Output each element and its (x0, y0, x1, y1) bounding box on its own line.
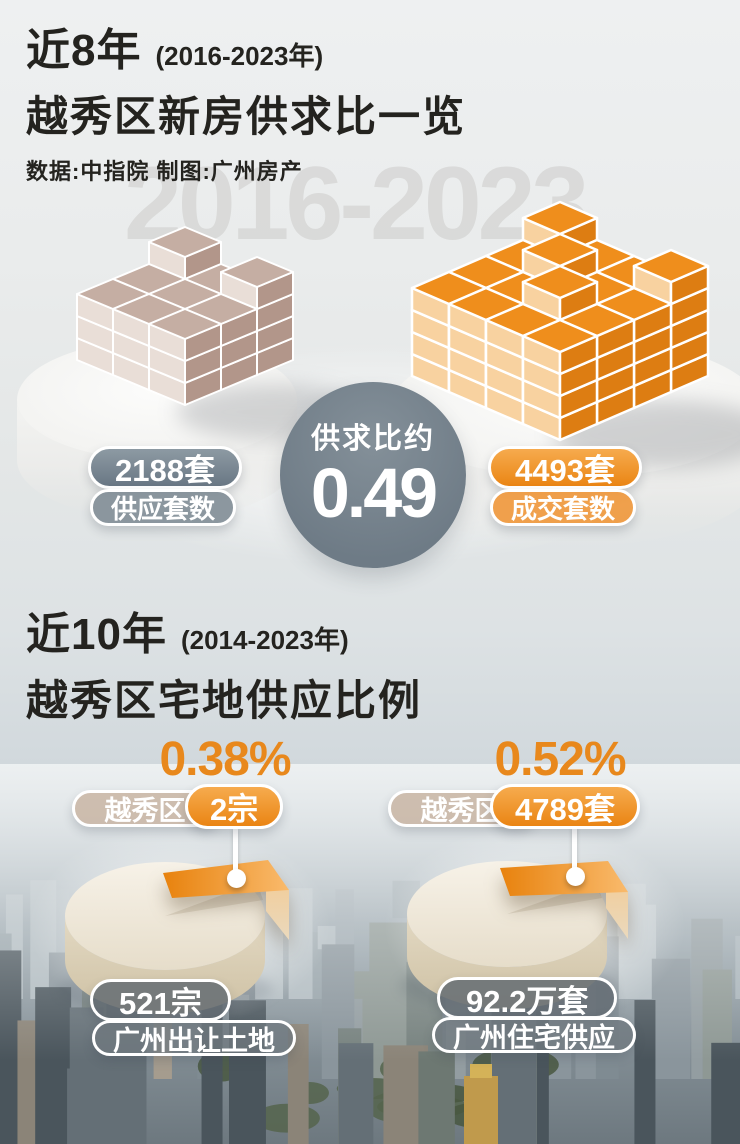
section1-subtitle: 越秀区新房供求比一览 (26, 93, 467, 140)
connector-dot-left (227, 869, 246, 888)
city-land-label-pill: 广州出让土地 (92, 1020, 296, 1056)
supply-label-pill: 供应套数 (90, 489, 237, 526)
ratio-value: 0.49 (310, 454, 438, 533)
section1-period: (2016-2023年) (155, 41, 324, 71)
ratio-badge: 供求比约 0.49 (280, 382, 466, 568)
section1-title: 近8年 (26, 26, 142, 75)
percent-left: 0.38% (159, 733, 291, 786)
deal-value-pill: 4493套 (488, 446, 642, 489)
region-left-value-pill: 2宗 (185, 784, 284, 829)
section1-header: 近8年 (2016-2023年) 越秀区新房供求比一览 数据:中指院 制图:广州… (26, 14, 466, 186)
ratio-label: 供求比约 (310, 423, 435, 456)
region-right-value-pill: 4789套 (490, 784, 640, 829)
section2-subtitle: 越秀区宅地供应比例 (26, 677, 423, 724)
credits-line: 数据:中指院 制图:广州房产 (26, 159, 303, 184)
connector-dot-right (566, 867, 585, 886)
section2-period: (2014-2023年) (180, 625, 349, 655)
section2-title: 近10年 (26, 610, 167, 659)
percent-right: 0.52% (494, 733, 626, 786)
deal-label-pill: 成交套数 (490, 489, 637, 526)
supply-value-pill: 2188套 (88, 446, 242, 489)
city-land-value-pill: 521宗 (90, 979, 231, 1021)
city-housing-label-pill: 广州住宅供应 (432, 1017, 636, 1053)
section2-header: 近10年 (2014-2023年) 越秀区宅地供应比例 (26, 598, 422, 728)
city-housing-value-pill: 92.2万套 (437, 977, 618, 1019)
